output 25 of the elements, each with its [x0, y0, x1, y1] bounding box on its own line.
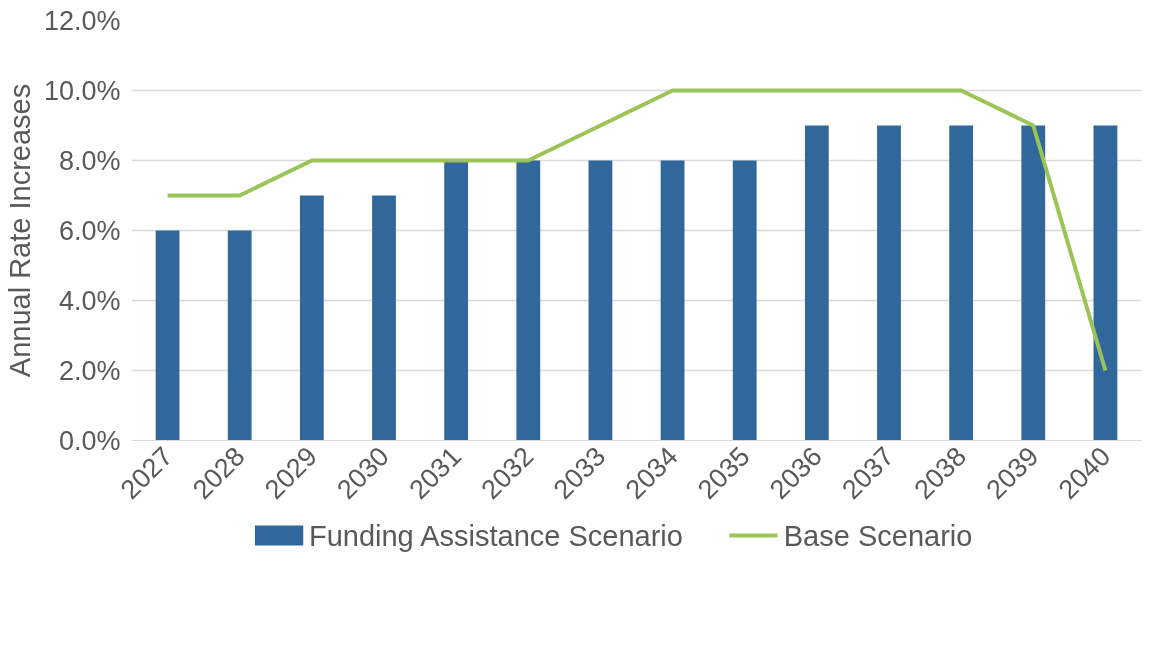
y-tick-label: 12.0%	[43, 5, 121, 36]
bar	[877, 125, 901, 441]
y-tick-label: 2.0%	[58, 355, 121, 386]
bar	[227, 230, 252, 441]
line-series	[165, 88, 1108, 373]
bar	[660, 160, 685, 441]
y-tick-label: 0.0%	[58, 425, 121, 456]
y-tick-label: 6.0%	[58, 215, 121, 246]
bar	[732, 160, 757, 441]
y-tick-label: 4.0%	[58, 285, 121, 316]
bar	[444, 160, 469, 441]
y-axis-title: Annual Rate Increases	[3, 83, 36, 378]
y-tick-label: 10.0%	[43, 75, 121, 106]
bar	[804, 125, 829, 441]
y-tick-label: 8.0%	[58, 145, 121, 176]
bar	[588, 160, 613, 441]
bar	[1021, 125, 1046, 441]
bar	[1093, 125, 1118, 441]
bar	[299, 195, 324, 441]
bar	[372, 195, 396, 441]
bar	[155, 230, 180, 441]
bar	[516, 160, 541, 441]
legend-label: Base Scenario	[783, 519, 973, 552]
legend-label: Funding Assistance Scenario	[308, 519, 683, 552]
bar	[949, 125, 974, 441]
